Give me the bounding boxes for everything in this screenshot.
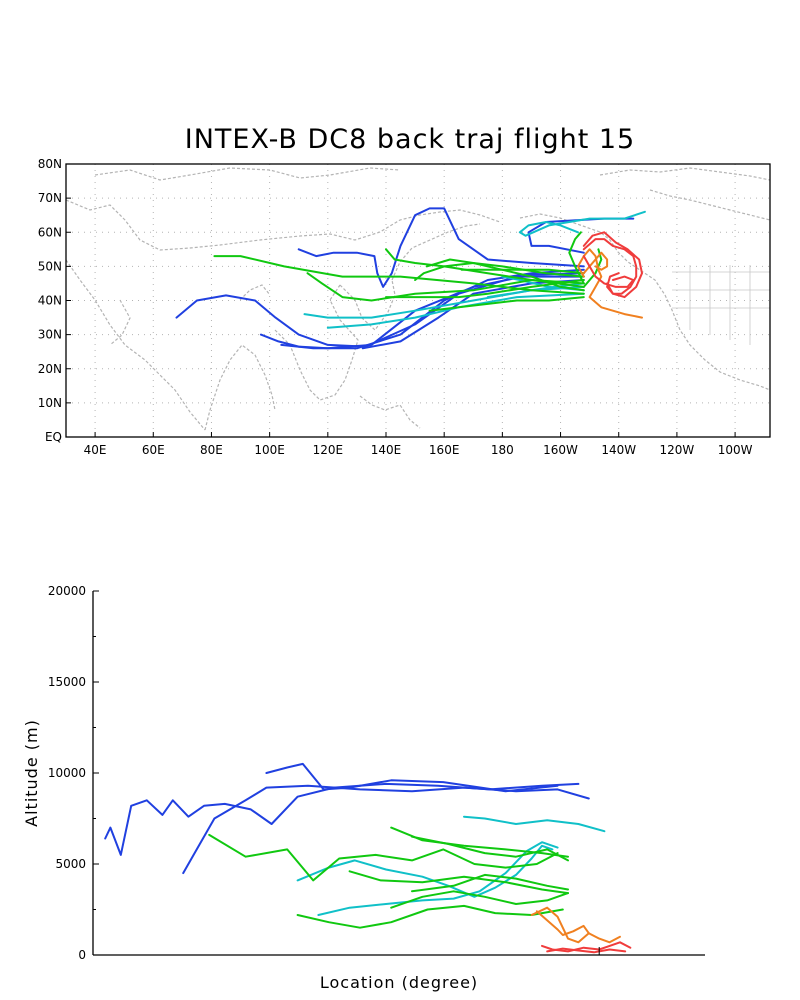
altitude-x-label: Location (degree) — [320, 973, 478, 992]
map-trajectory-line — [577, 248, 643, 319]
altitude-trace-line — [348, 870, 569, 895]
map-trajectory-line — [582, 255, 635, 288]
altitude-trace-line — [104, 782, 580, 856]
altitude-trace-line — [208, 833, 559, 882]
altitude-trace-line — [463, 815, 606, 833]
map-trajectory-line — [175, 275, 585, 348]
map-y-tick-label: EQ — [45, 430, 62, 444]
altitude-y-tick-label: 10000 — [48, 766, 86, 780]
altitude-y-ticks: 0 5000 10000 15000 20000 — [48, 584, 600, 962]
map-trajectory-line — [425, 258, 585, 292]
us-state-borders — [672, 265, 770, 345]
altitude-trace-line — [296, 844, 554, 898]
map-x-tick-label: 40E — [84, 443, 107, 457]
map-trajectory-line — [361, 279, 585, 350]
map-trajectory-line — [582, 231, 643, 299]
map-frame — [65, 163, 771, 438]
map-title: INTEX-B DC8 back traj flight 15 — [185, 124, 636, 155]
map-x-tick-label: 160W — [543, 443, 578, 457]
altitude-trace-line — [390, 890, 569, 909]
map-trajectory-line — [460, 268, 585, 275]
map-y-tick-label: 40N — [38, 294, 62, 308]
map-x-tick-label: 140E — [371, 443, 402, 457]
map-x-tick-label: 160E — [429, 443, 460, 457]
altitude-y-tick-label: 5000 — [55, 857, 86, 871]
map-axis-ticks: 40E 60E 80E 100E 120E 140E 160E 180 160W 140W 120W… — [38, 157, 753, 457]
map-x-tick-label: 180 — [491, 443, 514, 457]
altitude-traces — [104, 762, 632, 954]
altitude-trace-line — [535, 910, 590, 936]
map-x-tick-label: 100E — [254, 443, 285, 457]
map-y-tick-label: 10N — [38, 396, 62, 410]
altitude-trace-line — [411, 835, 569, 862]
altitude-trace-line — [265, 762, 559, 793]
altitude-y-tick-label: 15000 — [48, 675, 86, 689]
map-trajectories — [175, 207, 646, 350]
map-x-tick-label: 60E — [142, 443, 165, 457]
map-y-tick-label: 70N — [38, 191, 62, 205]
map-trajectory-line — [568, 231, 585, 285]
altitude-trace-line — [182, 784, 590, 875]
map-y-tick-label: 30N — [38, 328, 62, 342]
map-trajectory-line — [385, 279, 585, 299]
altitude-trace-line — [317, 841, 559, 916]
map-trajectory-line — [582, 251, 609, 275]
altitude-y-label: Altitude (m) — [22, 719, 41, 827]
map-x-tick-label: 140W — [601, 443, 636, 457]
coastlines — [65, 167, 771, 431]
map-x-tick-label: 80E — [200, 443, 223, 457]
map-y-tick-label: 60N — [38, 225, 62, 239]
map-trajectory-line — [518, 210, 646, 237]
altitude-y-tick-label: 0 — [78, 948, 86, 962]
map-trajectory-line — [428, 296, 585, 312]
altitude-trace-line — [530, 906, 621, 944]
map-gridlines — [66, 164, 770, 437]
altitude-trace-line — [296, 904, 564, 929]
altitude-trace-line — [546, 947, 627, 954]
map-y-tick-label: 20N — [38, 362, 62, 376]
altitude-trace-line — [411, 873, 569, 893]
map-trajectory-line — [326, 292, 585, 329]
map-trajectory-line — [582, 238, 638, 295]
map-x-tick-label: 100W — [718, 443, 753, 457]
altitude-y-tick-label: 20000 — [48, 584, 86, 598]
map-x-tick-label: 120W — [660, 443, 695, 457]
map-y-tick-label: 50N — [38, 259, 62, 273]
map-x-tick-label: 120E — [313, 443, 344, 457]
map-y-tick-label: 80N — [38, 157, 62, 171]
